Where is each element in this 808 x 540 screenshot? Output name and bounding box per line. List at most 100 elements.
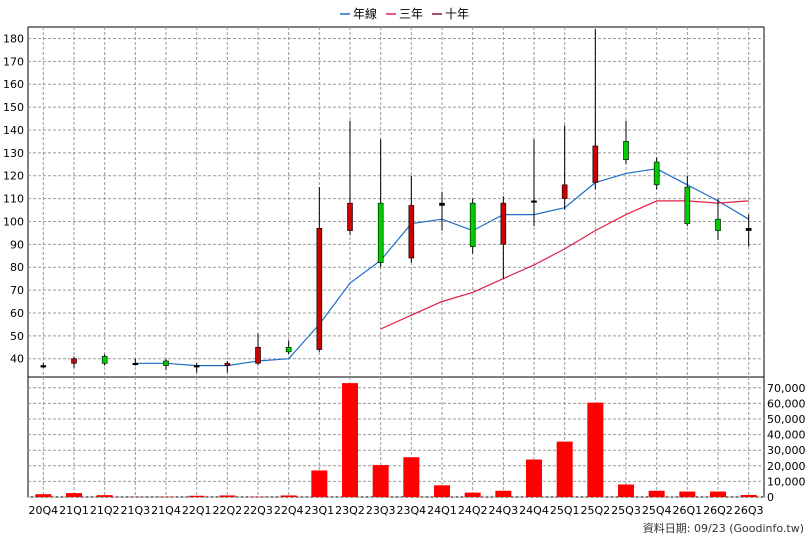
candle-24Q3 bbox=[500, 196, 507, 279]
price-axis-ticks: 40 50 60 70 80 90 100 110 120 130 140 150 160 170 180 bbox=[3, 32, 24, 365]
candle-26Q2 bbox=[715, 198, 721, 240]
candle-body bbox=[224, 362, 231, 366]
quarter-labels: 20Q4 21Q1 21Q2 21Q3 21Q4 22Q1 22Q2 22Q3 22Q4 23Q1… bbox=[29, 504, 764, 517]
volume-bar-20Q4 bbox=[35, 494, 52, 497]
candle-body bbox=[531, 200, 537, 203]
volume-bar-24Q1 bbox=[434, 485, 450, 497]
candle-23Q3 bbox=[377, 139, 384, 268]
quarter-label: 25Q1 bbox=[550, 504, 580, 517]
candle-25Q1 bbox=[561, 125, 568, 211]
volume-bar-23Q2 bbox=[342, 383, 358, 497]
legend-item-2: 三年 bbox=[386, 7, 423, 21]
price-tick-label: 150 bbox=[3, 101, 24, 114]
volume-tick-label: 10,000 bbox=[767, 475, 806, 488]
quarter-label: 26Q3 bbox=[734, 504, 764, 517]
quarter-label: 22Q3 bbox=[243, 504, 273, 517]
quarter-label: 23Q3 bbox=[366, 504, 396, 517]
candle-22Q4 bbox=[285, 340, 292, 355]
quarter-label: 23Q1 bbox=[305, 504, 335, 517]
price-tick-label: 100 bbox=[3, 215, 24, 228]
quarter-label: 24Q4 bbox=[519, 504, 549, 517]
candle-25Q3 bbox=[623, 120, 629, 165]
quarter-label: 26Q2 bbox=[703, 504, 733, 517]
volume-tick-label: 60,000 bbox=[767, 397, 806, 410]
price-tick-label: 90 bbox=[10, 238, 24, 251]
price-tick-label: 80 bbox=[10, 261, 24, 274]
volume-bar-26Q3 bbox=[740, 494, 757, 497]
volume-bar-23Q1 bbox=[311, 470, 328, 497]
candle-20Q4 bbox=[40, 363, 47, 368]
candle-body bbox=[163, 360, 169, 366]
candle-body bbox=[71, 358, 77, 364]
candle-body bbox=[715, 218, 721, 231]
volume-bar-23Q3 bbox=[372, 465, 389, 497]
volume-bar-25Q2 bbox=[587, 402, 604, 497]
candle-body bbox=[745, 228, 752, 231]
volume-bar-25Q3 bbox=[618, 484, 634, 497]
price-tick-label: 120 bbox=[3, 170, 24, 183]
volume-bar-26Q2 bbox=[710, 491, 726, 497]
volume-panel: 0 10,000 20,000 30,000 40,000 50,000 60,000 70,… bbox=[27, 376, 806, 504]
data-date-footer: 資料日期: 09/23 (Goodinfo.tw) bbox=[643, 521, 804, 535]
candle-body bbox=[377, 202, 384, 263]
legend-label: 十年 bbox=[445, 7, 469, 21]
price-tick-label: 60 bbox=[10, 307, 24, 320]
candle-26Q1 bbox=[684, 175, 691, 227]
volume-bar-23Q4 bbox=[403, 457, 420, 497]
candle-24Q1 bbox=[439, 191, 445, 231]
price-tick-label: 130 bbox=[3, 147, 24, 160]
price-panel-frame bbox=[27, 26, 765, 378]
volume-grid bbox=[28, 377, 764, 498]
candle-body bbox=[347, 202, 353, 231]
quarter-label: 25Q2 bbox=[581, 504, 611, 517]
volume-bar-21Q2 bbox=[96, 495, 113, 497]
candle-body bbox=[653, 161, 660, 186]
candle-body bbox=[285, 346, 292, 353]
volume-bar-22Q2 bbox=[219, 495, 236, 497]
quarter-label: 21Q4 bbox=[151, 504, 181, 517]
candlesticks bbox=[40, 29, 752, 373]
quarter-label: 22Q1 bbox=[182, 504, 212, 517]
price-panel: 40 50 60 70 80 90 100 110 120 130 140 150 160 170 180 bbox=[3, 26, 765, 378]
candle-body bbox=[255, 346, 261, 364]
price-tick-label: 180 bbox=[3, 32, 24, 45]
quarter-label: 26Q1 bbox=[673, 504, 703, 517]
price-tick-label: 70 bbox=[10, 284, 24, 297]
candle-body bbox=[469, 202, 476, 247]
candle-22Q2 bbox=[224, 360, 231, 373]
legend-item-1: 年線 bbox=[340, 6, 377, 21]
candle-body bbox=[439, 202, 445, 206]
candle-body bbox=[623, 141, 629, 160]
quarter-label: 24Q2 bbox=[458, 504, 488, 517]
candle-body bbox=[132, 362, 139, 366]
quarter-label: 22Q2 bbox=[213, 504, 243, 517]
volume-bar-24Q3 bbox=[495, 490, 512, 497]
quarter-label: 24Q3 bbox=[489, 504, 519, 517]
candle-23Q2 bbox=[347, 120, 353, 236]
volume-bar-24Q4 bbox=[526, 459, 542, 497]
candle-22Q1 bbox=[193, 363, 200, 373]
volume-bar-25Q1 bbox=[556, 441, 573, 497]
candle-body bbox=[592, 145, 599, 183]
volume-tick-label: 40,000 bbox=[767, 429, 806, 442]
volume-tick-label: 50,000 bbox=[767, 413, 806, 426]
quarter-label: 23Q4 bbox=[397, 504, 427, 517]
volume-tick-label: 30,000 bbox=[767, 444, 806, 457]
quarter-label: 24Q1 bbox=[427, 504, 457, 517]
volume-panel-frame bbox=[27, 376, 765, 498]
volume-tick-label: 70,000 bbox=[767, 382, 806, 395]
quarter-label: 21Q1 bbox=[59, 504, 89, 517]
candle-21Q4 bbox=[163, 358, 169, 371]
candle-body bbox=[101, 356, 108, 364]
candle-23Q1 bbox=[316, 187, 323, 352]
candle-21Q1 bbox=[71, 356, 77, 368]
legend-item-3: 十年 bbox=[432, 7, 469, 21]
volume-tick-label: 0 bbox=[767, 491, 774, 504]
candle-21Q3 bbox=[132, 358, 139, 366]
quarter-label: 25Q4 bbox=[642, 504, 672, 517]
price-tick-label: 50 bbox=[10, 330, 24, 343]
volume-bar-24Q2 bbox=[464, 492, 481, 497]
volume-bar-22Q4 bbox=[280, 495, 297, 497]
price-tick-label: 140 bbox=[3, 124, 24, 137]
